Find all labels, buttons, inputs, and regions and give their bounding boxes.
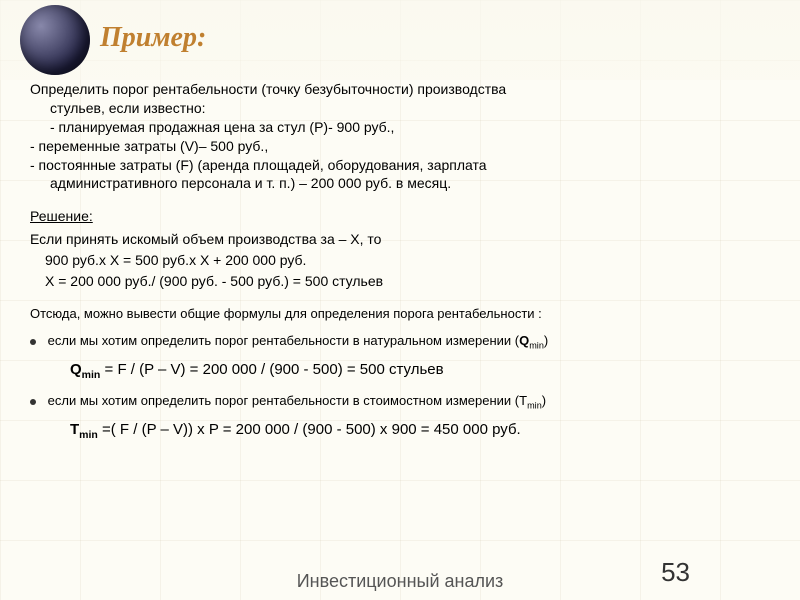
f1-lhs: Q <box>70 361 82 378</box>
bullet2-sub: min <box>527 401 542 411</box>
f1-rhs: = F / (P – V) = 200 000 / (900 - 500) = … <box>100 361 443 378</box>
solution-label: Решение: <box>30 207 780 226</box>
equation-1: 900 руб.x X = 500 руб.x X + 200 000 руб. <box>45 251 780 270</box>
bullet1-sym: Q <box>519 333 529 348</box>
intro-line-2: стульев, если известно: <box>30 99 780 118</box>
f2-rhs: =( F / (P – V)) x P = 200 000 / (900 - 5… <box>98 421 521 438</box>
given-fixed-cost-1: - постоянные затраты (F) (аренда площаде… <box>30 156 780 175</box>
formula-q-min: Qmin = F / (P – V) = 200 000 / (900 - 50… <box>70 360 780 382</box>
bullet1-post: ) <box>544 333 548 348</box>
globe-icon <box>20 5 90 75</box>
bullet-icon <box>30 399 36 405</box>
given-fixed-cost-2: административного персонала и т. п.) – 2… <box>30 174 780 193</box>
formula-t-min: Tmin =( F / (P – V)) x P = 200 000 / (90… <box>70 420 780 442</box>
f2-lhs: T <box>70 421 79 438</box>
bullet1-text: если мы хотим определить порог рентабель… <box>48 333 519 348</box>
slide-content: Определить порог рентабельности (точку б… <box>0 80 800 443</box>
bullet1-sub: min <box>529 341 544 351</box>
page-number: 53 <box>661 557 690 588</box>
bullet-icon <box>30 339 36 345</box>
bullet-natural: если мы хотим определить порог рентабель… <box>30 332 780 352</box>
equation-2: X = 200 000 руб./ (900 руб. - 500 руб.) … <box>45 272 780 291</box>
f1-sub: min <box>82 369 101 381</box>
bullet2-sym: T <box>519 393 527 408</box>
given-variable-cost: - переменные затраты (V)– 500 руб., <box>30 137 780 156</box>
bullet2-text: если мы хотим определить порог рентабель… <box>48 393 520 408</box>
bullet-value: если мы хотим определить порог рентабель… <box>30 392 780 412</box>
slide-header: Пример: <box>0 0 800 80</box>
solution-line-1: Если принять искомый объем производства … <box>30 230 780 249</box>
intro-line-1: Определить порог рентабельности (точку б… <box>30 80 780 99</box>
given-price: - планируемая продажная цена за стул (P)… <box>30 118 780 137</box>
bullet2-post: ) <box>542 393 546 408</box>
page-title: Пример: <box>100 22 206 54</box>
f2-sub: min <box>79 429 98 441</box>
conclusion-text: Отсюда, можно вывести общие формулы для … <box>30 305 780 323</box>
